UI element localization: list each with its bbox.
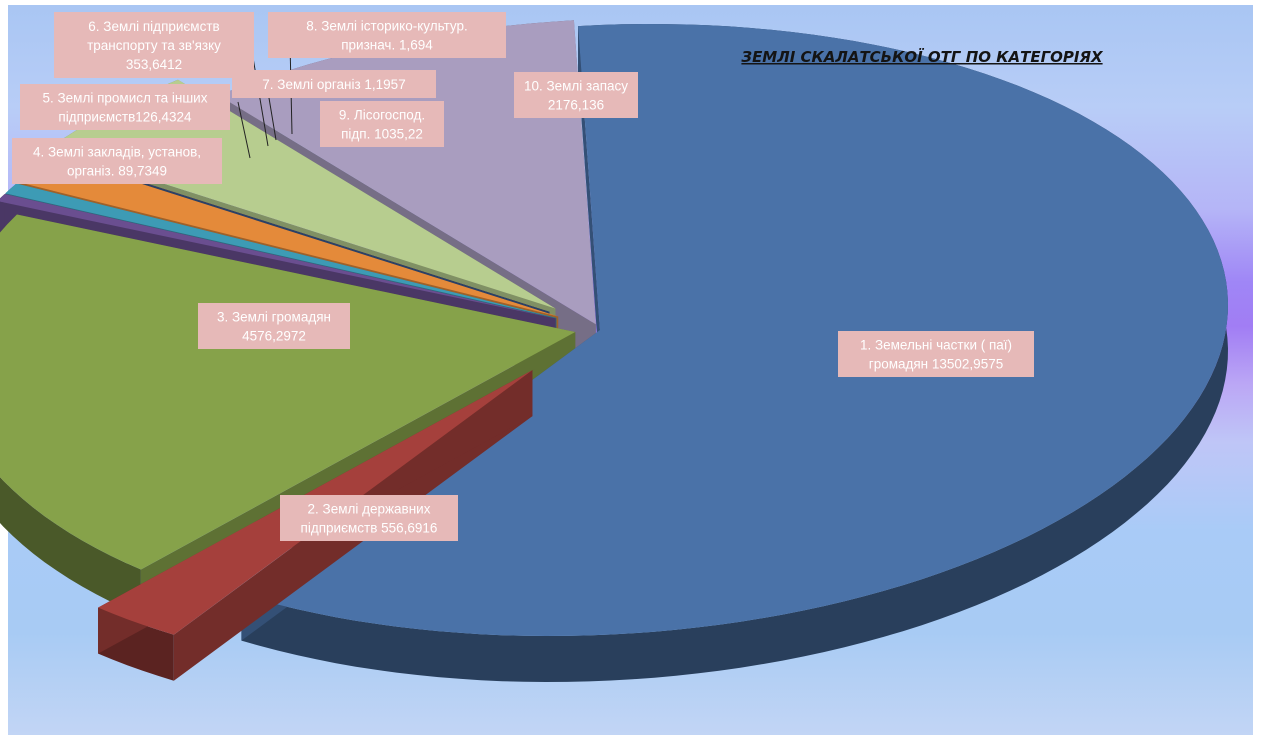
- label-text: підприємств126,4324: [58, 110, 192, 125]
- slice-top: [241, 24, 1228, 636]
- data-label-7: 7. Землі організ 1,1957: [232, 70, 436, 98]
- slice-top: [43, 150, 550, 312]
- label-text: 3. Землі громадян: [217, 310, 331, 325]
- label-box: [320, 101, 444, 147]
- label-text: підприємств 556,6916: [301, 521, 438, 536]
- label-box: [20, 84, 230, 130]
- label-text: підп. 1035,22: [341, 127, 423, 142]
- label-text: 5. Землі промисл та інших: [43, 91, 208, 106]
- label-text: 4576,2972: [242, 329, 306, 344]
- slice-top: [0, 194, 556, 319]
- label-box: [268, 12, 506, 58]
- leader-line-7: [267, 91, 277, 141]
- leader-line-5: [237, 101, 251, 159]
- slice-top: [50, 79, 556, 309]
- label-text: 8. Землі історико-культур.: [306, 19, 468, 34]
- data-labels: 1. Земельні частки ( паї) громадян 13502,…: [12, 12, 1034, 541]
- chart-title: ЗЕМЛІ СКАЛАТСЬКОЇ ОТГ ПО КАТЕГОРІЯХ: [741, 47, 1104, 66]
- label-box: [280, 495, 458, 541]
- data-label-10: 10. Землі запасу 2176,136: [514, 72, 638, 118]
- slice-side: [0, 214, 141, 616]
- pie-slices: [0, 20, 1228, 682]
- data-label-1: 1. Земельні частки ( паї) громадян 13502,…: [838, 331, 1034, 377]
- slice-top: [18, 155, 559, 317]
- label-text: 353,6412: [126, 57, 182, 72]
- label-text: 10. Землі запасу: [524, 79, 628, 94]
- data-label-9: 9. Лісогоспод. підп. 1035,22: [320, 101, 444, 147]
- label-box: [232, 70, 436, 98]
- label-text: організ. 89,7349: [67, 164, 167, 179]
- label-text: громадян 13502,9575: [869, 357, 1003, 372]
- label-text: транспорту та зв'язку: [87, 38, 221, 53]
- label-text: 6. Землі підприємств: [88, 19, 219, 34]
- slice-top: [0, 214, 576, 570]
- slice-top: [5, 183, 557, 318]
- data-label-2: 2. Землі державних підприємств 556,6916: [280, 495, 458, 541]
- label-box: [12, 138, 222, 184]
- label-box: [198, 303, 350, 349]
- data-label-5: 5. Землі промисл та інших підприємств126,…: [20, 84, 230, 130]
- data-label-8: 8. Землі історико-культур. признач. 1,694: [268, 12, 506, 58]
- label-text: 4. Землі закладів, установ,: [33, 145, 201, 160]
- label-box: [54, 12, 254, 78]
- label-box: [838, 331, 1034, 377]
- label-text: признач. 1,694: [341, 38, 433, 53]
- data-label-4: 4. Землі закладів, установ, організ. 89,7…: [12, 138, 222, 184]
- data-label-6: 6. Землі підприємств транспорту та зв'язк…: [54, 12, 254, 78]
- label-text: 1. Земельні частки ( паї): [860, 338, 1012, 353]
- label-box: [514, 72, 638, 118]
- label-text: 9. Лісогоспод.: [339, 108, 425, 123]
- label-text: 7. Землі організ 1,1957: [262, 77, 405, 92]
- label-text: 2176,136: [548, 98, 604, 113]
- data-label-3: 3. Землі громадян 4576,2972: [198, 303, 350, 349]
- label-text: 2. Землі державних: [308, 502, 431, 517]
- slice-top: [44, 150, 550, 312]
